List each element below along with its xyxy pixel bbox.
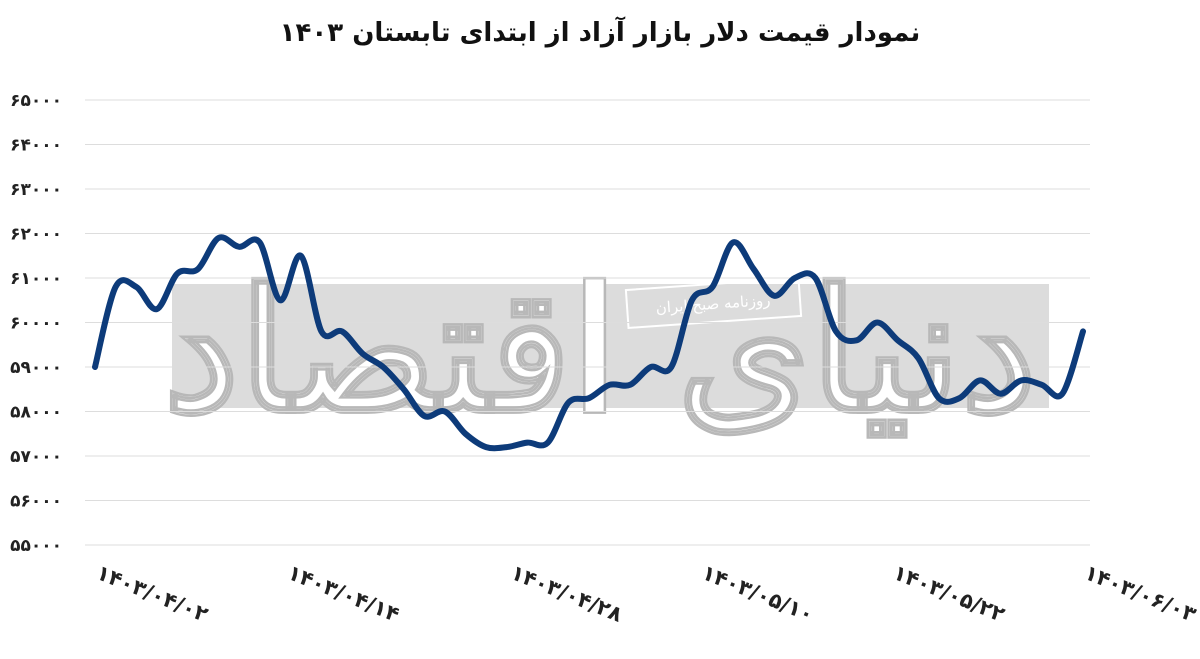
- x-tick-label: ۱۴۰۳/۰۵/۱۰: [699, 560, 817, 626]
- x-tick-label: ۱۴۰۳/۰۴/۲۸: [507, 560, 625, 626]
- chart-title: نمودار قیمت دلار بازار آزاد از ابتدای تا…: [279, 18, 921, 48]
- y-axis: ۵۵۰۰۰ ۵۶۰۰۰ ۵۷۰۰۰ ۵۸۰۰۰ ۵۹۰۰۰ ۶۰۰۰۰ ۶۱۰۰۰ ۶۲۰۰۰…: [10, 91, 62, 556]
- y-tick-label: ۶۰۰۰۰: [10, 314, 62, 334]
- grid-lines: [85, 99, 1090, 546]
- y-tick-label: ۵۸۰۰۰: [10, 403, 62, 423]
- x-axis: ۱۴۰۳/۰۴/۰۲ ۱۴۰۳/۰۴/۱۴ ۱۴۰۳/۰۴/۲۸ ۱۴۰۳/۰۵/۱۰…: [93, 560, 1199, 626]
- x-tick-label: ۱۴۰۳/۰۴/۰۲: [93, 560, 211, 626]
- x-tick-label: ۱۴۰۳/۰۴/۱۴: [284, 560, 402, 626]
- y-tick-label: ۶۳۰۰۰: [10, 180, 62, 200]
- y-tick-label: ۵۵۰۰۰: [10, 536, 62, 556]
- y-tick-label: ۵۶۰۰۰: [10, 492, 62, 512]
- watermark: دنیای اقتصاد روزنامه صبح ایران: [162, 250, 1049, 452]
- y-tick-label: ۶۱۰۰۰: [10, 269, 62, 289]
- y-tick-label: ۵۷۰۰۰: [10, 447, 62, 467]
- y-tick-label: ۵۹۰۰۰: [10, 358, 62, 378]
- watermark-logo: دنیای اقتصاد: [163, 251, 1036, 451]
- y-tick-label: ۶۴۰۰۰: [10, 136, 62, 156]
- y-tick-label: ۶۲۰۰۰: [10, 225, 62, 245]
- y-tick-label: ۶۵۰۰۰: [10, 91, 62, 111]
- series-line: [92, 234, 1086, 452]
- x-tick-label: ۱۴۰۳/۰۵/۲۲: [890, 560, 1008, 626]
- x-tick-label: ۱۴۰۳/۰۶/۰۳: [1081, 560, 1199, 626]
